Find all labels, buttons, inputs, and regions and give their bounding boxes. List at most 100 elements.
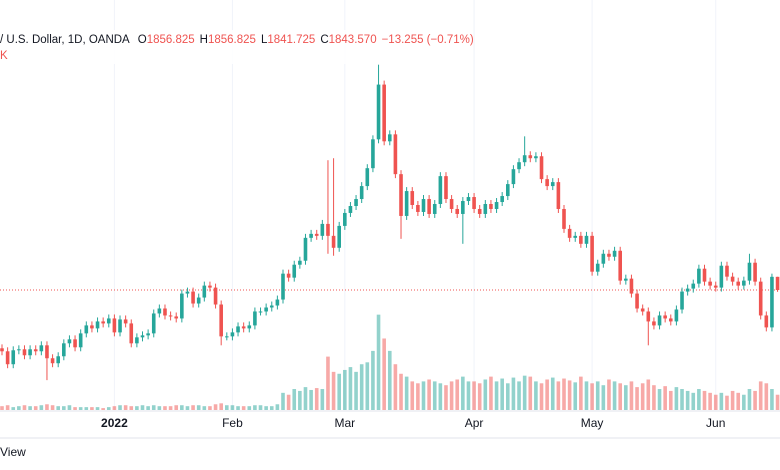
candle-body — [618, 250, 622, 281]
volume-bar — [281, 392, 285, 410]
candle-body — [129, 323, 134, 344]
candle-body — [556, 182, 561, 209]
candle-body — [33, 349, 38, 352]
candle-body — [640, 308, 645, 312]
volume-bar — [5, 405, 10, 410]
volume-bar — [494, 381, 499, 410]
volume-bar — [595, 381, 600, 410]
candle-body — [258, 311, 263, 313]
candle-body — [303, 237, 308, 261]
volume-bar — [444, 385, 448, 410]
candle-body — [545, 179, 549, 187]
candle-body — [427, 199, 431, 214]
volume-bar — [416, 383, 420, 410]
candle-body — [208, 285, 212, 288]
candle-body — [534, 156, 538, 159]
volume-bar — [196, 405, 201, 410]
candle-body — [241, 326, 246, 329]
volume-bar — [180, 405, 184, 410]
volume-bar — [685, 390, 690, 410]
ohlc-label: C — [320, 34, 328, 46]
candle-body — [0, 348, 4, 352]
candle-body — [39, 345, 44, 352]
candle-body — [11, 350, 16, 365]
candle-body — [112, 318, 117, 333]
candle-body — [663, 315, 667, 319]
volume-bar — [590, 383, 594, 410]
candle-body — [708, 281, 712, 286]
x-tick-label: Apr — [465, 416, 484, 430]
candle-body — [281, 273, 285, 300]
candle-body — [416, 205, 420, 212]
candle-body — [567, 228, 572, 238]
volume-bar — [663, 386, 667, 410]
candle-body — [146, 333, 150, 336]
volume-bar — [129, 406, 134, 410]
candle-body — [135, 337, 139, 344]
volume-bar — [292, 389, 297, 410]
volume-bar — [303, 387, 308, 410]
candle-body — [730, 276, 735, 282]
volume-bar — [219, 403, 223, 410]
candle-body — [691, 283, 696, 289]
volume-bar — [702, 390, 707, 410]
volume-bar — [208, 406, 212, 410]
change-value: −13.255 (−0.71%) — [382, 34, 474, 46]
volume-bar — [618, 383, 622, 410]
symbol: / U.S. Dollar, 1D, OANDA — [0, 34, 130, 46]
candle-body — [624, 278, 628, 281]
candle-body — [477, 208, 482, 214]
volume-bar — [213, 404, 218, 410]
candle-body — [635, 293, 639, 309]
candle-body — [539, 156, 544, 180]
candle-body — [742, 280, 746, 286]
candle-body — [753, 262, 757, 282]
candle-body — [483, 204, 488, 214]
volume-bar — [758, 381, 763, 410]
candle-body — [140, 335, 145, 338]
volume-bar — [517, 381, 521, 410]
volume-bar — [449, 381, 454, 410]
candle-layer — [0, 64, 780, 381]
volume-bar — [320, 389, 325, 410]
x-tick-label: Jun — [706, 416, 725, 430]
candle-body — [123, 319, 128, 324]
volume-bar — [230, 405, 235, 410]
volume-bar — [39, 405, 44, 410]
volume-bar — [326, 356, 330, 410]
ohlc-label: H — [200, 34, 208, 46]
volume-bar — [584, 381, 589, 410]
candle-body — [573, 235, 578, 238]
candle-body — [449, 199, 454, 209]
volume-bar — [736, 392, 741, 410]
volume-bar — [33, 406, 38, 410]
volume-bar — [545, 379, 549, 410]
candle-body — [202, 285, 207, 298]
candle-body — [747, 262, 752, 281]
candle-body — [286, 273, 291, 278]
volume-bar — [719, 392, 724, 410]
candle-body — [612, 250, 617, 257]
candle-body — [365, 168, 370, 187]
volume-bar — [348, 367, 353, 410]
volume-bar — [472, 381, 476, 410]
candle-body — [78, 333, 83, 348]
symbol-legend: / U.S. Dollar, 1D, OANDA O1856.825 H1856.8… — [0, 34, 474, 46]
volume-bar — [483, 379, 488, 410]
volume-bar — [78, 407, 83, 410]
candle-body — [45, 345, 49, 359]
volume-bar — [550, 377, 555, 410]
candle-body — [73, 339, 77, 348]
volume-bar — [438, 383, 443, 410]
volume-bar — [314, 388, 319, 410]
volume-bar — [185, 406, 190, 410]
volume-bar — [539, 383, 544, 410]
candle-body — [236, 326, 240, 333]
candle-body — [359, 186, 364, 200]
candle-body — [343, 212, 347, 226]
candle-body — [455, 208, 460, 214]
volume-bar — [28, 406, 32, 410]
volume-bar — [624, 385, 628, 410]
volume-bar — [0, 406, 4, 410]
volume-bar — [567, 380, 572, 410]
